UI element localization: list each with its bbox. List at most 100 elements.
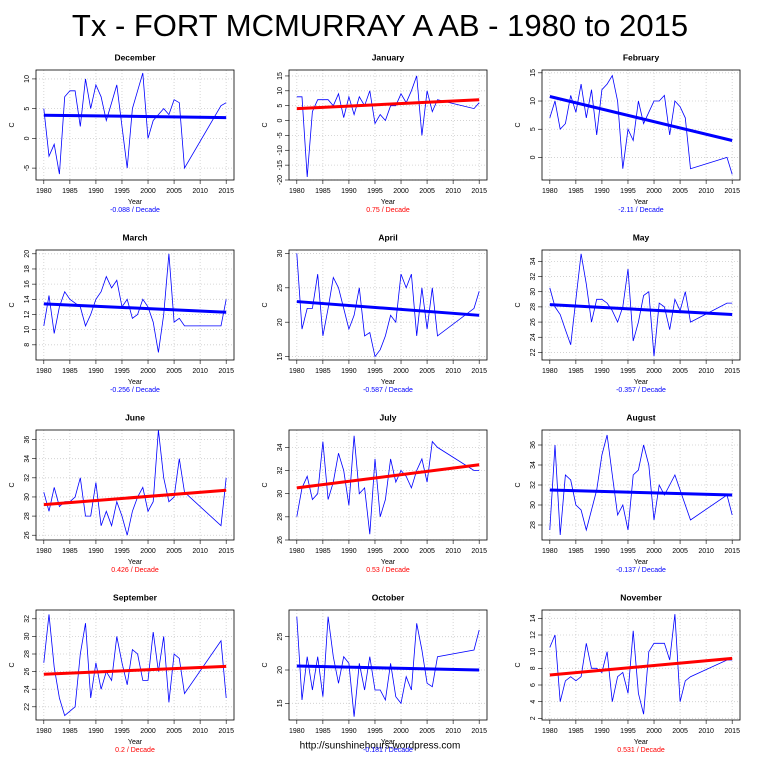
- y-tick-label: 20: [277, 666, 284, 674]
- plot-frame: [288, 69, 488, 181]
- trend-annotation: 0.75 / Decade: [366, 207, 410, 214]
- data-line: [43, 253, 227, 353]
- panel-title: January: [372, 52, 405, 62]
- y-tick-label: 30: [24, 632, 31, 640]
- y-tick-label: 26: [24, 531, 31, 539]
- plot-frame: [35, 609, 235, 721]
- x-tick-label: 2000: [140, 188, 156, 195]
- y-tick-label: 18: [24, 265, 31, 273]
- x-tick-label: 1995: [620, 728, 636, 735]
- y-tick-label: 34: [277, 443, 284, 451]
- x-tick-label: 1985: [62, 728, 78, 735]
- x-tick-label: 1990: [341, 188, 357, 195]
- x-axis-label: Year: [381, 199, 396, 206]
- x-tick-label: 2000: [393, 368, 409, 375]
- x-tick-label: 2000: [140, 548, 156, 555]
- panel-title: September: [113, 592, 158, 602]
- x-tick-label: 1995: [620, 188, 636, 195]
- y-tick-label: 30: [277, 490, 284, 498]
- plot-frame: [288, 609, 488, 721]
- x-axis-label: Year: [128, 199, 143, 206]
- x-axis-label: Year: [634, 739, 649, 746]
- y-tick-label: 15: [277, 72, 284, 80]
- y-tick-label: 15: [277, 699, 284, 707]
- data-line: [549, 434, 733, 536]
- x-tick-label: 1995: [367, 368, 383, 375]
- x-tick-label: 2010: [192, 368, 208, 375]
- x-tick-label: 1985: [62, 548, 78, 555]
- y-tick-label: 6: [530, 683, 537, 687]
- panel-title: December: [114, 52, 156, 62]
- y-tick-label: 10: [24, 75, 31, 83]
- x-tick-label: 1985: [568, 728, 584, 735]
- x-tick-label: 1985: [315, 728, 331, 735]
- x-tick-label: 1990: [88, 728, 104, 735]
- panel-title: May: [633, 232, 650, 242]
- x-tick-label: 1980: [289, 728, 305, 735]
- x-tick-label: 2010: [192, 188, 208, 195]
- x-tick-label: 1985: [315, 368, 331, 375]
- x-tick-label: 2000: [646, 368, 662, 375]
- y-axis-label: C: [515, 482, 522, 487]
- x-tick-label: 2005: [419, 188, 435, 195]
- y-tick-label: 24: [530, 333, 537, 341]
- x-tick-label: 2015: [724, 188, 740, 195]
- panel-title: March: [122, 232, 147, 242]
- y-axis-label: C: [515, 302, 522, 307]
- y-tick-label: 5: [277, 104, 284, 108]
- x-tick-label: 1985: [568, 548, 584, 555]
- y-tick-label: 14: [530, 614, 537, 622]
- trend-annotation: 0.531 / Decade: [617, 747, 665, 754]
- x-tick-label: 2000: [646, 188, 662, 195]
- x-tick-label: 1980: [542, 728, 558, 735]
- y-tick-label: 22: [530, 348, 537, 356]
- trend-line: [549, 656, 733, 677]
- y-tick-label: 30: [530, 501, 537, 509]
- x-tick-label: 2015: [724, 728, 740, 735]
- trend-annotation: -0.088 / Decade: [110, 207, 160, 214]
- panel-title: August: [626, 412, 655, 422]
- x-tick-label: 2010: [698, 548, 714, 555]
- y-tick-label: 14: [24, 295, 31, 303]
- x-tick-label: 2005: [166, 188, 182, 195]
- trend-line: [296, 664, 480, 672]
- x-tick-label: 2000: [140, 368, 156, 375]
- x-tick-label: 2010: [698, 368, 714, 375]
- trend-annotation: -0.137 / Decade: [616, 567, 666, 574]
- plot-frame: [541, 69, 741, 181]
- y-tick-label: 28: [24, 512, 31, 520]
- trend-line: [43, 113, 227, 120]
- x-tick-label: 1985: [315, 548, 331, 555]
- y-tick-label: 2: [530, 716, 537, 720]
- y-tick-label: 20: [24, 250, 31, 258]
- x-tick-label: 2000: [140, 728, 156, 735]
- y-tick-label: 0: [277, 118, 284, 122]
- x-tick-label: 1980: [289, 368, 305, 375]
- x-axis-label: Year: [381, 379, 396, 386]
- y-axis-label: C: [515, 662, 522, 667]
- y-axis-label: C: [9, 122, 16, 127]
- trend-annotation: -2.11 / Decade: [618, 207, 664, 214]
- y-tick-label: 32: [24, 474, 31, 482]
- y-tick-label: 10: [530, 97, 537, 105]
- y-tick-label: 4: [530, 700, 537, 704]
- footer: http://sunshinehours.wordpress.com: [300, 741, 461, 752]
- x-tick-label: 1995: [620, 368, 636, 375]
- y-axis-label: C: [262, 482, 269, 487]
- x-tick-label: 1995: [114, 188, 130, 195]
- x-axis-label: Year: [381, 559, 396, 566]
- x-tick-label: 2010: [445, 368, 461, 375]
- x-axis-label: Year: [128, 559, 143, 566]
- x-tick-label: 1990: [341, 728, 357, 735]
- x-tick-label: 2015: [218, 548, 234, 555]
- y-tick-label: 34: [530, 461, 537, 469]
- data-line: [549, 74, 733, 175]
- y-tick-label: 28: [24, 650, 31, 658]
- x-tick-label: 1985: [568, 368, 584, 375]
- plot-frame: [541, 249, 741, 361]
- y-axis-label: C: [262, 302, 269, 307]
- x-tick-label: 2005: [672, 728, 688, 735]
- trend-line: [549, 303, 733, 316]
- x-tick-label: 1995: [114, 368, 130, 375]
